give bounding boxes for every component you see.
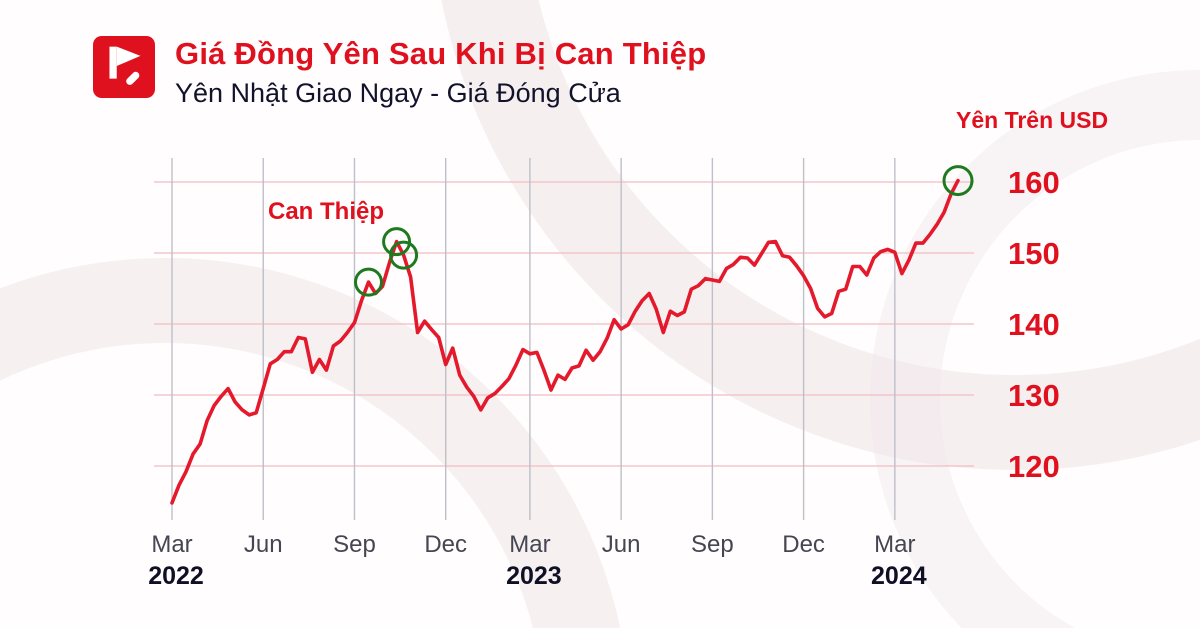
- y-tick-label: 140: [1008, 307, 1060, 342]
- x-tick-label: Mar: [509, 531, 550, 558]
- x-tick-label: Mar: [874, 531, 915, 558]
- x-tick-label: Dec: [424, 531, 467, 558]
- y-axis-labels: 160 150 140 130 120: [1008, 165, 1060, 484]
- x-tick-label: Mar: [151, 531, 192, 558]
- brand-logo: [93, 36, 155, 98]
- intervention-circles: [354, 165, 974, 297]
- x-year-label: 2024: [871, 562, 927, 590]
- x-year-label: 2022: [148, 562, 204, 590]
- intervention-annotation-label: Can Thiệp: [268, 198, 385, 225]
- x-tick-label: Sep: [333, 531, 376, 558]
- h-gridlines: [154, 181, 974, 467]
- page-subtitle: Yên Nhật Giao Ngay - Giá Đóng Cửa: [175, 77, 621, 108]
- header: Giá Đồng Yên Sau Khi Bị Can Thiệp Yên Nh…: [93, 36, 706, 108]
- page-title: Giá Đồng Yên Sau Khi Bị Can Thiệp: [175, 36, 707, 71]
- price-line: [170, 178, 960, 505]
- x-tick-label: Sep: [691, 531, 734, 558]
- y-tick-label: 120: [1008, 449, 1060, 484]
- y-tick-label: 150: [1008, 236, 1060, 271]
- x-axis-labels: Mar 2022 Jun Sep Dec Mar 2023 Jun Sep Dec Mar 2024: [148, 531, 927, 590]
- y-axis-unit-label: Yên Trên USD: [956, 107, 1109, 133]
- x-tick-label: Dec: [782, 531, 825, 558]
- y-tick-label: 130: [1008, 378, 1060, 413]
- y-tick-label: 160: [1008, 165, 1060, 200]
- x-year-label: 2023: [506, 562, 562, 590]
- flag-logo-icon: [93, 36, 155, 98]
- v-gridlines: [171, 158, 896, 520]
- x-tick-label: Jun: [244, 531, 283, 558]
- x-tick-label: Jun: [602, 531, 641, 558]
- title-block: Giá Đồng Yên Sau Khi Bị Can Thiệp Yên Nh…: [175, 36, 706, 108]
